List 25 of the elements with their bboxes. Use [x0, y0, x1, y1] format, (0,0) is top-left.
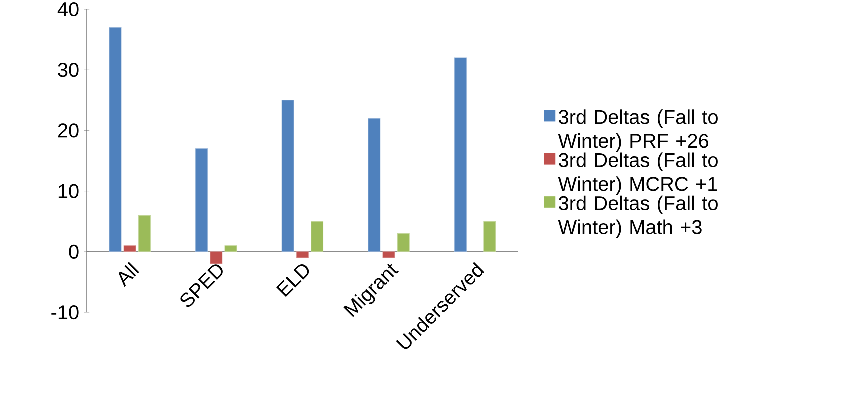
- y-tick-label: -10: [52, 306, 79, 320]
- y-tick-label: 0: [69, 244, 79, 260]
- legend-label: 3rd Deltas (Fall to Winter) PRF +26: [558, 110, 718, 152]
- bar: [282, 100, 294, 252]
- bar: [138, 215, 151, 252]
- bar: [484, 221, 496, 252]
- y-tick-label: 30: [58, 63, 79, 78]
- y-tick-label: 10: [58, 184, 79, 198]
- legend-label: 3rd Deltas (Fall to Winter) MCRC +1: [558, 152, 718, 196]
- bar: [397, 234, 410, 252]
- bar: [382, 252, 396, 258]
- bar: [224, 246, 238, 252]
- bar: [454, 58, 467, 252]
- legend-label: 3rd Deltas (Fall to Winter) Math +3: [558, 196, 718, 238]
- bar: [196, 148, 208, 252]
- y-tick-label: 20: [58, 124, 79, 138]
- bar: [210, 252, 223, 264]
- bar: [368, 118, 381, 252]
- x-tick-label: ELD: [276, 264, 310, 298]
- bar: [311, 221, 324, 252]
- bar: [296, 252, 309, 258]
- x-tick-label: All: [118, 262, 140, 288]
- bar: [124, 246, 136, 252]
- y-tick-label: 40: [58, 2, 79, 17]
- bar: [109, 28, 122, 252]
